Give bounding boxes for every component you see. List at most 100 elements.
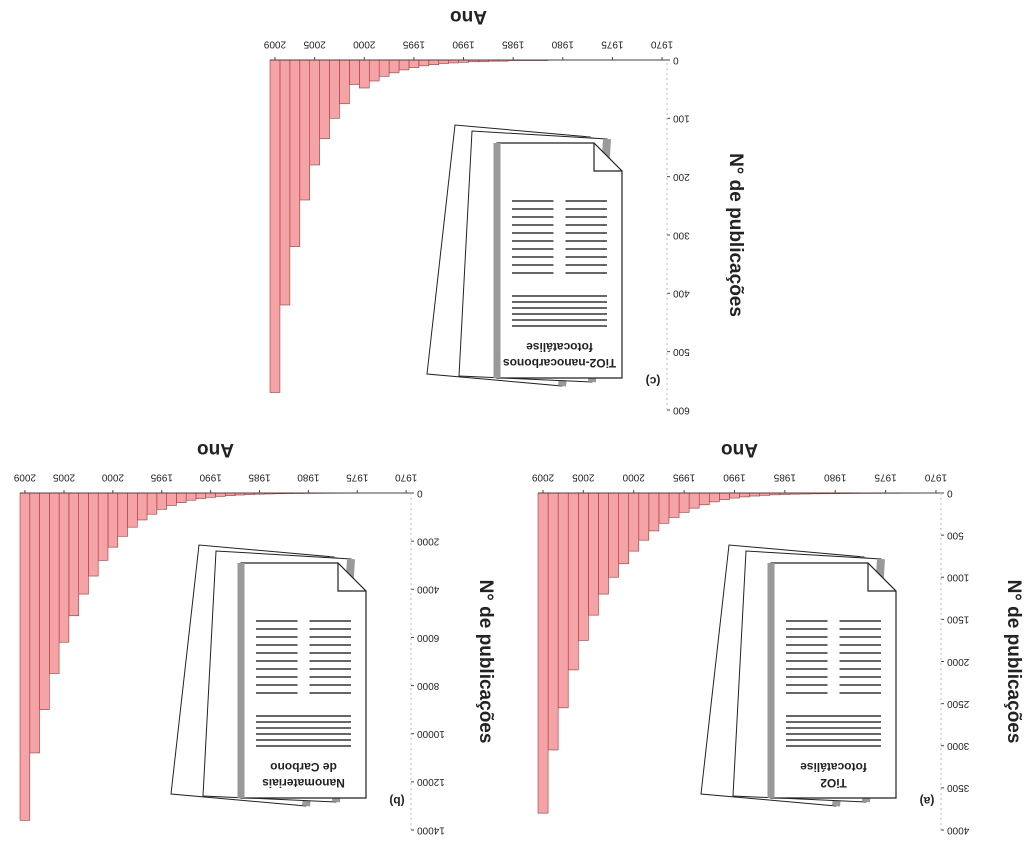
bar xyxy=(196,493,206,499)
y-tick-label: 0 xyxy=(947,487,953,498)
x-tick-label: 1990 xyxy=(723,471,746,482)
bar xyxy=(729,493,739,498)
x-tick-label: 2005 xyxy=(52,471,75,482)
bar xyxy=(439,60,449,64)
y-tick-label: 4000 xyxy=(417,584,440,595)
y-tick-label: 2500 xyxy=(947,698,970,709)
x-tick-label: 2009 xyxy=(263,38,286,49)
bar xyxy=(157,493,167,509)
bar xyxy=(740,493,750,497)
bar xyxy=(216,493,226,496)
bar xyxy=(88,493,98,576)
x-tick-label: 1985 xyxy=(773,471,796,482)
figure: TiO2fotocatálise050010001500200025003000… xyxy=(0,0,1033,854)
bar xyxy=(176,493,186,503)
bar xyxy=(419,60,429,66)
bar xyxy=(147,493,157,514)
y-tick-label: 500 xyxy=(947,529,964,540)
y-tick-label: 1000 xyxy=(947,572,970,583)
x-tick-label: 1970 xyxy=(395,471,418,482)
bar xyxy=(429,60,439,65)
y-tick-label: 4000 xyxy=(947,824,970,835)
x-tick-label: 1980 xyxy=(551,38,574,49)
x-tick-label: 1995 xyxy=(150,471,173,482)
x-tick-label: 1985 xyxy=(248,471,271,482)
bar xyxy=(359,60,369,88)
x-tick-label: 2009 xyxy=(13,471,36,482)
document-icon: TiO2 fotocatálise xyxy=(701,545,896,806)
bar xyxy=(558,493,568,708)
bar xyxy=(399,60,409,70)
inset-text: TiO2 xyxy=(820,776,847,790)
y-tick-label: 200 xyxy=(673,171,690,182)
bar xyxy=(649,493,659,531)
x-axis-title: Ano xyxy=(450,6,487,27)
bar xyxy=(69,493,79,616)
y-tick-label: 12000 xyxy=(417,776,445,787)
x-tick-label: 1970 xyxy=(924,471,947,482)
inset-text: TiO2-nanocarbonos xyxy=(503,356,616,370)
y-tick-label: 6000 xyxy=(417,632,440,643)
bar xyxy=(619,493,629,564)
inset-text: fotocatálise xyxy=(800,760,867,774)
bar xyxy=(30,493,40,753)
bar xyxy=(659,493,669,523)
x-tick-label: 2005 xyxy=(572,471,595,482)
x-tick-label: 1995 xyxy=(673,471,696,482)
bar xyxy=(669,493,679,517)
x-tick-label: 1990 xyxy=(452,38,475,49)
bar xyxy=(629,493,639,551)
document-icon: TiO2-nanocarbonos fotocatálise xyxy=(427,125,622,386)
y-tick-label: 0 xyxy=(417,487,423,498)
x-tick-label: 1975 xyxy=(874,471,897,482)
panel-label: (a) xyxy=(920,794,935,808)
y-tick-label: 14000 xyxy=(417,824,445,835)
x-tick-label: 2009 xyxy=(531,471,554,482)
bar xyxy=(639,493,649,540)
bar xyxy=(137,493,147,520)
bar xyxy=(280,60,290,305)
y-tick-label: 600 xyxy=(673,404,690,415)
bar xyxy=(79,493,89,594)
bar xyxy=(538,493,548,813)
bar xyxy=(389,60,399,73)
panel-label: (b) xyxy=(389,794,404,808)
x-tick-label: 1970 xyxy=(650,38,673,49)
bar xyxy=(186,493,196,500)
y-tick-label: 500 xyxy=(673,346,690,357)
y-axis-title: N° de publicações xyxy=(1003,580,1024,744)
y-tick-label: 400 xyxy=(673,288,690,299)
bar xyxy=(20,493,30,820)
x-tick-label: 1995 xyxy=(402,38,425,49)
y-axis-title: N° de publicações xyxy=(475,580,496,744)
bar xyxy=(339,60,349,104)
bar xyxy=(379,60,389,76)
bar xyxy=(330,60,340,118)
bar xyxy=(409,60,419,68)
bar xyxy=(598,493,608,594)
bar xyxy=(548,493,558,750)
y-tick-label: 2000 xyxy=(947,656,970,667)
inset-text: de Carbono xyxy=(270,760,337,774)
bar xyxy=(320,60,330,139)
bar xyxy=(349,60,359,85)
bar xyxy=(568,493,578,670)
bar xyxy=(679,493,689,512)
x-tick-label: 1975 xyxy=(346,471,369,482)
y-tick-label: 3500 xyxy=(947,782,970,793)
bar xyxy=(290,60,300,247)
bar xyxy=(609,493,619,577)
inset-text: fotocatálise xyxy=(526,340,593,354)
y-tick-label: 1500 xyxy=(947,614,970,625)
bar xyxy=(167,493,177,506)
x-tick-label: 2000 xyxy=(101,471,124,482)
x-tick-label: 1990 xyxy=(199,471,222,482)
x-tick-label: 1985 xyxy=(502,38,525,49)
bar xyxy=(709,493,719,502)
bar xyxy=(59,493,69,642)
x-tick-label: 2000 xyxy=(353,38,376,49)
y-tick-label: 0 xyxy=(673,54,679,65)
bar xyxy=(578,493,588,640)
y-axis-title: N° de publicações xyxy=(725,153,746,317)
